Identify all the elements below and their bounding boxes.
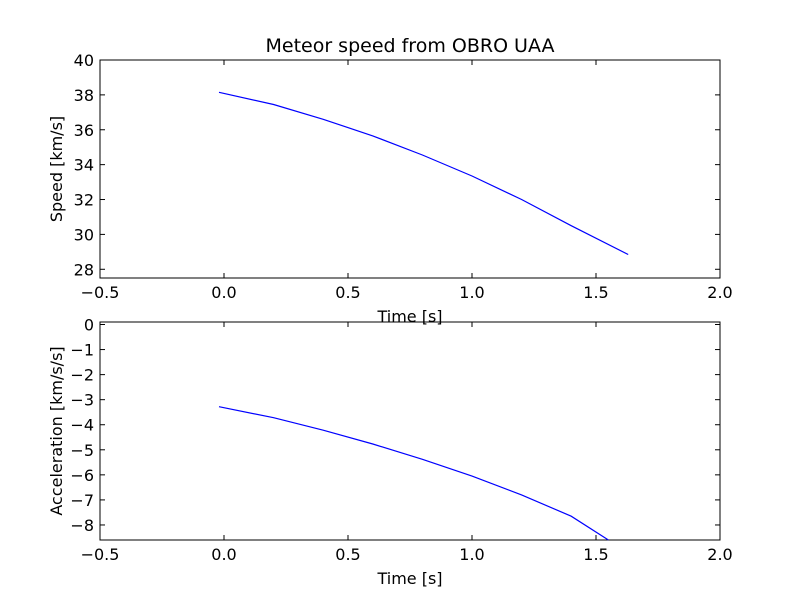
acceleration-chart: −0.5 0.0 0.5 1.0 1.5 2.0 0 −1 −2 −3 −4 −5 −6 −7 −8 Time… bbox=[47, 316, 733, 588]
y-tick-label: 34 bbox=[74, 156, 94, 175]
x-tick-label: 0.0 bbox=[211, 545, 236, 564]
x-tick-label: −0.5 bbox=[81, 283, 120, 302]
x-tick-label: 1.5 bbox=[583, 545, 608, 564]
x-tick-label: 0.5 bbox=[335, 283, 360, 302]
y-tick-label: 40 bbox=[74, 51, 94, 70]
y-tick-label: 28 bbox=[74, 260, 94, 279]
y-tick-label: −6 bbox=[70, 466, 94, 485]
y-axis-label: Acceleration [km/s/s] bbox=[47, 346, 66, 515]
y-tick-label: −2 bbox=[70, 366, 94, 385]
y-tick-label: −5 bbox=[70, 441, 94, 460]
y-tick-label: 36 bbox=[74, 121, 94, 140]
y-tick-label: 0 bbox=[84, 316, 94, 335]
x-tick-label: 0.0 bbox=[211, 283, 236, 302]
x-tick-label: 2.0 bbox=[707, 545, 732, 564]
plot-frame bbox=[99, 59, 721, 279]
x-tick-label: 1.5 bbox=[583, 283, 608, 302]
x-tick-label: 2.0 bbox=[707, 283, 732, 302]
x-tick-label: 1.0 bbox=[459, 283, 484, 302]
chart-title: Meteor speed from OBRO UAA bbox=[265, 35, 554, 57]
plot-frame bbox=[99, 321, 721, 541]
y-tick-label: −1 bbox=[70, 341, 94, 360]
x-tick-label: −0.5 bbox=[81, 545, 120, 564]
y-tick-label: −4 bbox=[70, 416, 94, 435]
y-tick-label: 30 bbox=[74, 225, 94, 244]
speed-chart: −0.5 0.0 0.5 1.0 1.5 2.0 28 30 32 34 36 38 40 Time [s… bbox=[47, 35, 733, 326]
series-line bbox=[218, 91, 629, 256]
x-tick-label: 1.0 bbox=[459, 545, 484, 564]
x-tick-label: 0.5 bbox=[335, 545, 360, 564]
x-axis-label: Time [s] bbox=[376, 569, 442, 588]
y-tick-label: 38 bbox=[74, 86, 94, 105]
series-line bbox=[218, 406, 609, 541]
y-tick-label: −8 bbox=[70, 516, 94, 535]
y-tick-label: −3 bbox=[70, 391, 94, 410]
y-tick-label: 32 bbox=[74, 191, 94, 210]
x-axis-label: Time [s] bbox=[376, 307, 442, 326]
y-axis-label: Speed [km/s] bbox=[47, 116, 66, 222]
y-tick-label: −7 bbox=[70, 491, 94, 510]
